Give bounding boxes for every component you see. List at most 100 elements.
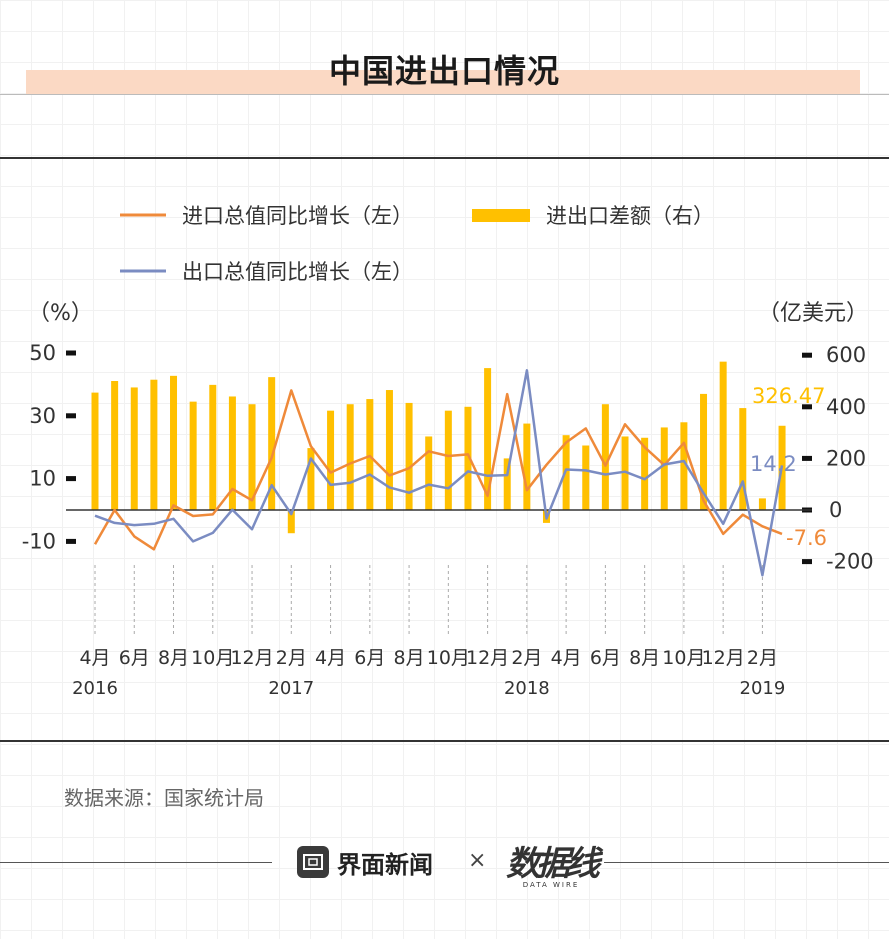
balance-bar (758, 498, 766, 510)
balance-bars (91, 361, 786, 534)
chart-area: 进口总值同比增长（左） 进出口差额（右） 出口总值同比增长（左） （%） （亿美… (22, 204, 874, 699)
annotation-export-last: 14.2 (750, 452, 797, 476)
left-tick-mark (66, 350, 76, 356)
legend-balance-label: 进出口差额（右） (546, 204, 714, 228)
x-tick-month: 6月 (590, 647, 621, 669)
x-tick-month: 12月 (702, 647, 745, 669)
balance-bar (444, 410, 452, 510)
title-highlight-band (26, 70, 860, 94)
balance-bar (385, 390, 393, 510)
x-tick-year: 2016 (72, 678, 118, 699)
balance-bar (425, 436, 433, 510)
x-tick-month: 12月 (230, 647, 273, 669)
left-tick-label: -10 (22, 529, 56, 553)
datawire-subtitle: DATA WIRE (522, 881, 580, 889)
right-axis-ticks: 600 400 200 0 -200 (802, 343, 874, 574)
balance-bar (503, 458, 511, 510)
x-tick-month: 4月 (315, 647, 346, 669)
right-tick-label: 0 (829, 498, 842, 522)
legend: 进口总值同比增长（左） 进出口差额（右） 出口总值同比增长（左） (120, 204, 714, 284)
balance-bar (700, 393, 708, 510)
balance-bar (484, 368, 492, 510)
x-tick-month: 2月 (747, 647, 778, 669)
x-tick-month: 2月 (511, 647, 542, 669)
export-growth-line (94, 369, 784, 577)
left-tick-label: 10 (29, 467, 56, 491)
x-tick-month: 10月 (427, 647, 470, 669)
right-axis-label: （亿美元） (758, 301, 868, 326)
left-tick-mark (66, 476, 76, 482)
balance-bar (248, 404, 256, 510)
balance-bar (523, 423, 531, 510)
left-axis-label: （%） (28, 301, 93, 326)
x-tick-month: 8月 (629, 647, 660, 669)
right-tick-label: 400 (826, 395, 866, 419)
page-title: 中国进出口情况 (328, 52, 560, 90)
footer-line-right (604, 862, 889, 863)
balance-bar (111, 381, 119, 510)
balance-bar (601, 404, 609, 510)
balance-bar (91, 392, 99, 510)
balance-bar (150, 379, 158, 510)
left-tick-mark (66, 538, 76, 544)
balance-bar (680, 422, 688, 510)
datawire-name: 数据线 (506, 844, 600, 884)
legend-export-label: 出口总值同比增长（左） (182, 260, 413, 284)
jiemian-icon (297, 846, 329, 878)
balance-bar (307, 448, 315, 510)
brand-logo: 界面新闻 (297, 846, 433, 879)
left-tick-mark (66, 413, 76, 419)
x-tick-year: 2018 (504, 678, 550, 699)
balance-bar (130, 387, 138, 510)
balance-bar (660, 427, 668, 510)
x-tick-month: 8月 (158, 647, 189, 669)
bottom-divider (0, 740, 889, 742)
x-tick-month: 6月 (354, 647, 385, 669)
left-tick-label: 50 (29, 341, 56, 365)
times-sign: × (468, 848, 487, 873)
vertical-gridlines (94, 565, 763, 635)
right-tick-label: 200 (826, 446, 866, 470)
datawire-logo: 数据线 DATA WIRE (506, 836, 600, 889)
x-tick-month: 4月 (79, 647, 110, 669)
balance-bar (170, 375, 178, 510)
annotation-import-last: -7.6 (786, 526, 827, 550)
right-tick-mark (802, 559, 812, 565)
left-tick-label: 30 (29, 404, 56, 428)
import-growth-line (93, 389, 783, 551)
x-tick-month: 12月 (466, 647, 509, 669)
legend-balance-swatch (472, 209, 530, 222)
balance-bar (621, 436, 629, 510)
balance-bar (327, 410, 335, 510)
balance-bar (228, 396, 236, 510)
right-tick-label: -200 (826, 550, 874, 574)
x-tick-month: 8月 (394, 647, 425, 669)
balance-bar (719, 361, 727, 510)
top-divider (0, 157, 889, 159)
source-note: 数据来源：国家统计局 (64, 786, 264, 810)
left-axis-ticks: 50 30 10 -10 (22, 341, 76, 553)
x-tick-month: 6月 (119, 647, 150, 669)
brand-name: 界面新闻 (337, 850, 433, 879)
balance-bar (464, 406, 472, 510)
right-tick-label: 600 (826, 343, 866, 367)
x-tick-month: 4月 (551, 647, 582, 669)
balance-bar (287, 510, 295, 534)
balance-bar (641, 437, 649, 510)
right-tick-mark (802, 404, 812, 410)
balance-bar (405, 402, 413, 510)
x-tick-month: 2月 (276, 647, 307, 669)
x-tick-year: 2019 (740, 678, 786, 699)
balance-bar (346, 404, 354, 510)
balance-bar (189, 401, 197, 510)
balance-bar (268, 377, 276, 510)
balance-bar (739, 408, 747, 510)
annotation-balance-last: 326.47 (752, 384, 825, 408)
right-tick-mark (802, 455, 812, 461)
legend-import-label: 进口总值同比增长（左） (182, 204, 413, 228)
x-tick-month: 10月 (191, 647, 234, 669)
x-tick-year: 2017 (268, 678, 314, 699)
balance-bar (209, 384, 217, 510)
balance-bar (582, 445, 590, 510)
